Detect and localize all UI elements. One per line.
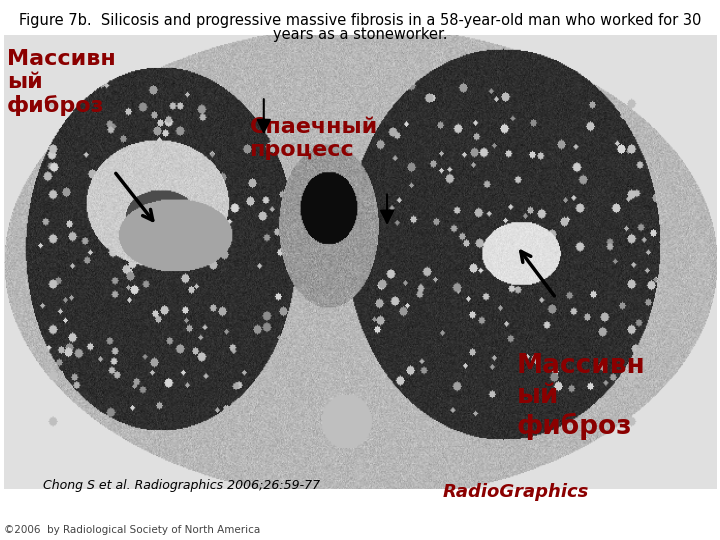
Text: RadioGraphics: RadioGraphics (443, 483, 589, 501)
Text: Массивн
ый
фиброз: Массивн ый фиброз (517, 353, 646, 440)
Text: ©2006  by Radiological Society of North America: ©2006 by Radiological Society of North A… (4, 524, 260, 535)
Text: Chong S et al. Radiographics 2006;26:59-77: Chong S et al. Radiographics 2006;26:59-… (43, 480, 320, 492)
Text: Массивн
ый
фиброз: Массивн ый фиброз (7, 49, 116, 116)
Text: years as a stoneworker.: years as a stoneworker. (273, 27, 447, 42)
Text: Спаечный
процесс: Спаечный процесс (250, 117, 378, 160)
Text: Figure 7b.  Silicosis and progressive massive fibrosis in a 58-year-old man who : Figure 7b. Silicosis and progressive mas… (19, 14, 701, 29)
